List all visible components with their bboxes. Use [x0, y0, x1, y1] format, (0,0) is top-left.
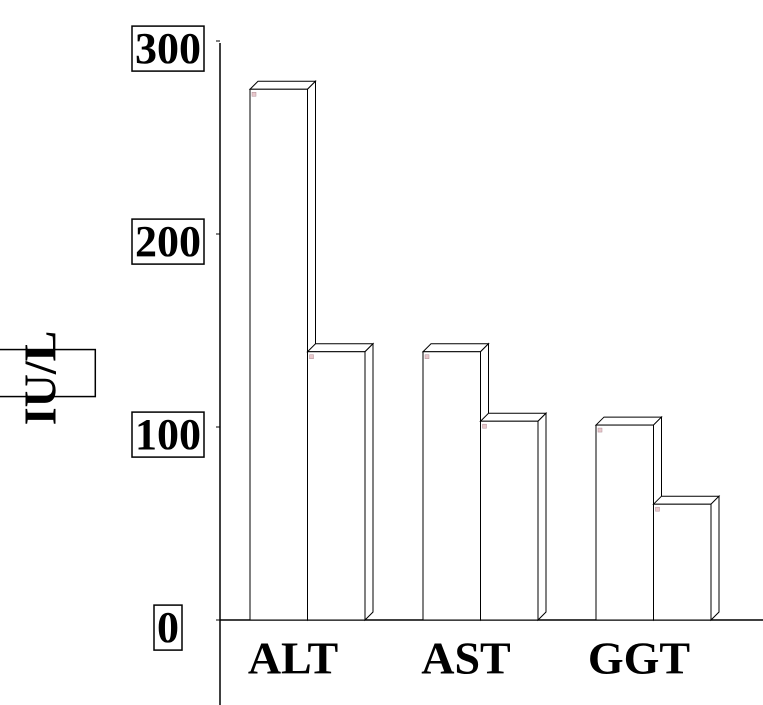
bar-top	[479, 412, 548, 422]
y-tick-label: 300	[135, 24, 201, 73]
x-tick-label: GGT	[588, 633, 690, 684]
bar-marker	[309, 354, 314, 359]
bar-marker	[597, 427, 603, 433]
bar-top	[306, 343, 375, 353]
bar-front	[480, 420, 539, 621]
y-tick-label: 100	[135, 410, 201, 459]
y-tick-label-box	[153, 604, 183, 651]
bar-marker	[251, 92, 257, 97]
bar-front	[653, 503, 712, 621]
bar-front	[249, 88, 308, 621]
bar-marker	[424, 354, 430, 359]
y-axis-label: IU/L	[15, 331, 66, 426]
bar	[248, 80, 317, 622]
x-tick-label: ALT	[248, 633, 338, 684]
bar-front	[595, 424, 654, 621]
y-tick-label: 200	[135, 217, 201, 266]
y-axis-label-box	[0, 348, 97, 398]
bar	[594, 415, 663, 622]
bar-top	[652, 495, 721, 505]
bar-marker	[482, 423, 487, 429]
bar-marker	[655, 506, 660, 512]
bar	[306, 342, 375, 622]
bar-front	[422, 351, 481, 621]
bar-front	[307, 351, 366, 621]
y-tick-label-box	[131, 411, 205, 458]
bar-side	[364, 342, 374, 622]
bar	[421, 342, 490, 622]
y-tick-label-box	[131, 218, 205, 265]
bar-top	[594, 416, 663, 426]
bar-side	[710, 494, 720, 622]
bar	[652, 494, 721, 622]
bar-top	[421, 343, 490, 353]
y-tick-label: 0	[157, 603, 179, 652]
bar	[479, 412, 548, 622]
x-tick-label: AST	[421, 633, 510, 684]
bar-top	[248, 80, 317, 90]
bar-side	[537, 412, 547, 622]
y-tick-label-box	[131, 25, 205, 72]
